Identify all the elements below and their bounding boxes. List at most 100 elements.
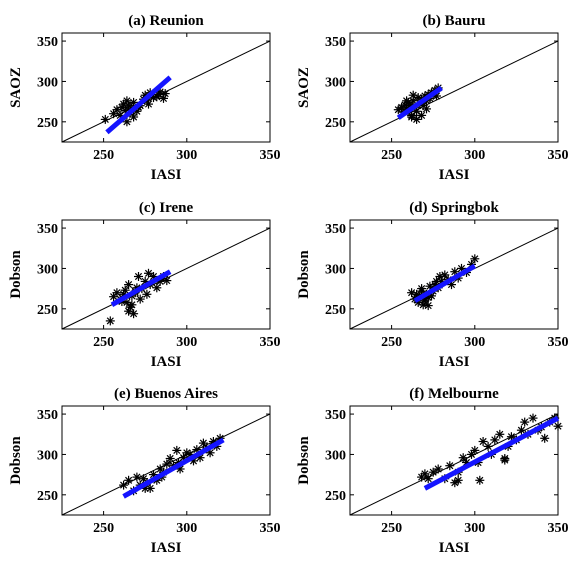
data-point-stroke (125, 307, 133, 315)
x-tick-label: 250 (381, 148, 402, 163)
data-point-stroke (144, 269, 153, 277)
data-point-stroke (491, 436, 499, 444)
data-point (422, 104, 431, 114)
data-point (483, 441, 493, 451)
data-point-stroke (176, 465, 184, 473)
data-point-stroke (209, 437, 217, 446)
data-point (112, 288, 122, 298)
data-point (160, 89, 170, 99)
data-point-stroke (434, 465, 442, 473)
data-point (423, 474, 433, 484)
data-point-stroke (130, 310, 138, 318)
data-point-stroke (432, 92, 441, 100)
data-point-stroke (101, 115, 109, 123)
data-point-stroke (134, 272, 143, 281)
data-point-stroke (121, 106, 129, 115)
x-axis-label: IASI (439, 167, 470, 183)
data-point-stroke (149, 272, 158, 281)
data-point-stroke (437, 277, 446, 285)
x-axis-label: IASI (151, 540, 182, 556)
y-tick-label: 250 (325, 116, 346, 131)
data-point-stroke (153, 284, 161, 292)
data-point-stroke (454, 476, 462, 484)
data-point (142, 289, 152, 299)
data-point-stroke (413, 290, 421, 298)
y-tick-label: 300 (325, 75, 346, 90)
panel-title: (b) Bauru (423, 13, 486, 29)
identity-line (349, 413, 559, 516)
data-point-stroke (422, 105, 431, 113)
y-tick-label: 350 (325, 35, 346, 50)
data-point-stroke (130, 98, 138, 106)
y-tick-label: 250 (325, 489, 346, 504)
data-point-stroke (409, 97, 417, 105)
data-point (500, 455, 510, 465)
data-point (124, 475, 134, 485)
data-point-stroke (123, 298, 131, 306)
data-point-stroke (529, 414, 537, 422)
data-point (127, 300, 137, 310)
panel-title: (c) Irene (139, 200, 194, 216)
data-point (428, 467, 438, 477)
data-point (417, 284, 427, 294)
data-point-stroke (143, 290, 151, 298)
data-point-stroke (106, 317, 114, 325)
data-point (453, 475, 463, 485)
data-point (470, 445, 480, 455)
x-tick-label: 300 (176, 521, 197, 536)
chart-panel-6: 250 300 350 250 300 350 (f) Melbourne IASI Dobso… (296, 386, 569, 556)
data-point-stroke (414, 94, 422, 102)
data-point-stroke (139, 475, 148, 483)
chart-panel-3: 250 300 350 250 300 350 (c) Irene IASI Dobson (8, 200, 281, 370)
data-point (490, 435, 500, 445)
data-point-stroke (471, 446, 479, 454)
fit-line (105, 75, 172, 135)
y-axis-label: Dobson (296, 250, 312, 299)
x-tick-label: 350 (260, 148, 281, 163)
data-point-stroke (413, 115, 421, 123)
x-tick-label: 350 (548, 148, 569, 163)
y-tick-label: 250 (325, 303, 346, 318)
x-tick-label: 350 (548, 335, 569, 350)
data-point (516, 425, 526, 435)
data-point (124, 306, 134, 316)
fit-line (110, 269, 172, 307)
x-tick-label: 300 (176, 335, 197, 350)
data-point-stroke (163, 277, 171, 285)
chart-panel-4: 250 300 350 250 300 350 (d) Springbok IASI Dobso… (296, 200, 569, 370)
data-point-stroke (403, 97, 411, 105)
chart-panel-5: 250 300 350 250 300 350 (e) Buenos Aires IASI Do… (8, 386, 281, 556)
x-tick-label: 300 (176, 148, 197, 163)
data-point (450, 267, 460, 277)
y-tick-label: 300 (325, 262, 346, 277)
data-point-stroke (484, 442, 492, 450)
data-point (445, 461, 455, 471)
data-point-stroke (408, 111, 416, 119)
data-point-stroke (447, 281, 456, 289)
plot-frame (349, 219, 559, 330)
data-point-stroke (424, 475, 432, 483)
data-point-stroke (123, 97, 131, 105)
y-tick-label: 250 (37, 116, 58, 131)
y-axis-label: SAOZ (296, 67, 312, 108)
y-axis-label: SAOZ (8, 67, 24, 108)
y-axis-label: Dobson (8, 250, 24, 299)
data-point-stroke (418, 285, 426, 293)
x-tick-label: 350 (260, 335, 281, 350)
data-point-stroke (521, 418, 529, 426)
data-point-stroke (183, 449, 191, 457)
data-point-stroke (196, 454, 204, 462)
data-point-stroke (408, 289, 416, 297)
data-point (540, 433, 550, 443)
data-point-stroke (462, 458, 471, 467)
plot-frame (349, 32, 559, 143)
data-point-stroke (128, 301, 136, 309)
x-tick-label: 250 (93, 521, 114, 536)
identity-line (349, 40, 559, 143)
data-point-stroke (459, 454, 467, 462)
panel-title: (a) Reunion (128, 13, 204, 29)
data-point-stroke (554, 422, 562, 430)
data-point (134, 272, 143, 281)
x-axis-label: IASI (439, 540, 470, 556)
